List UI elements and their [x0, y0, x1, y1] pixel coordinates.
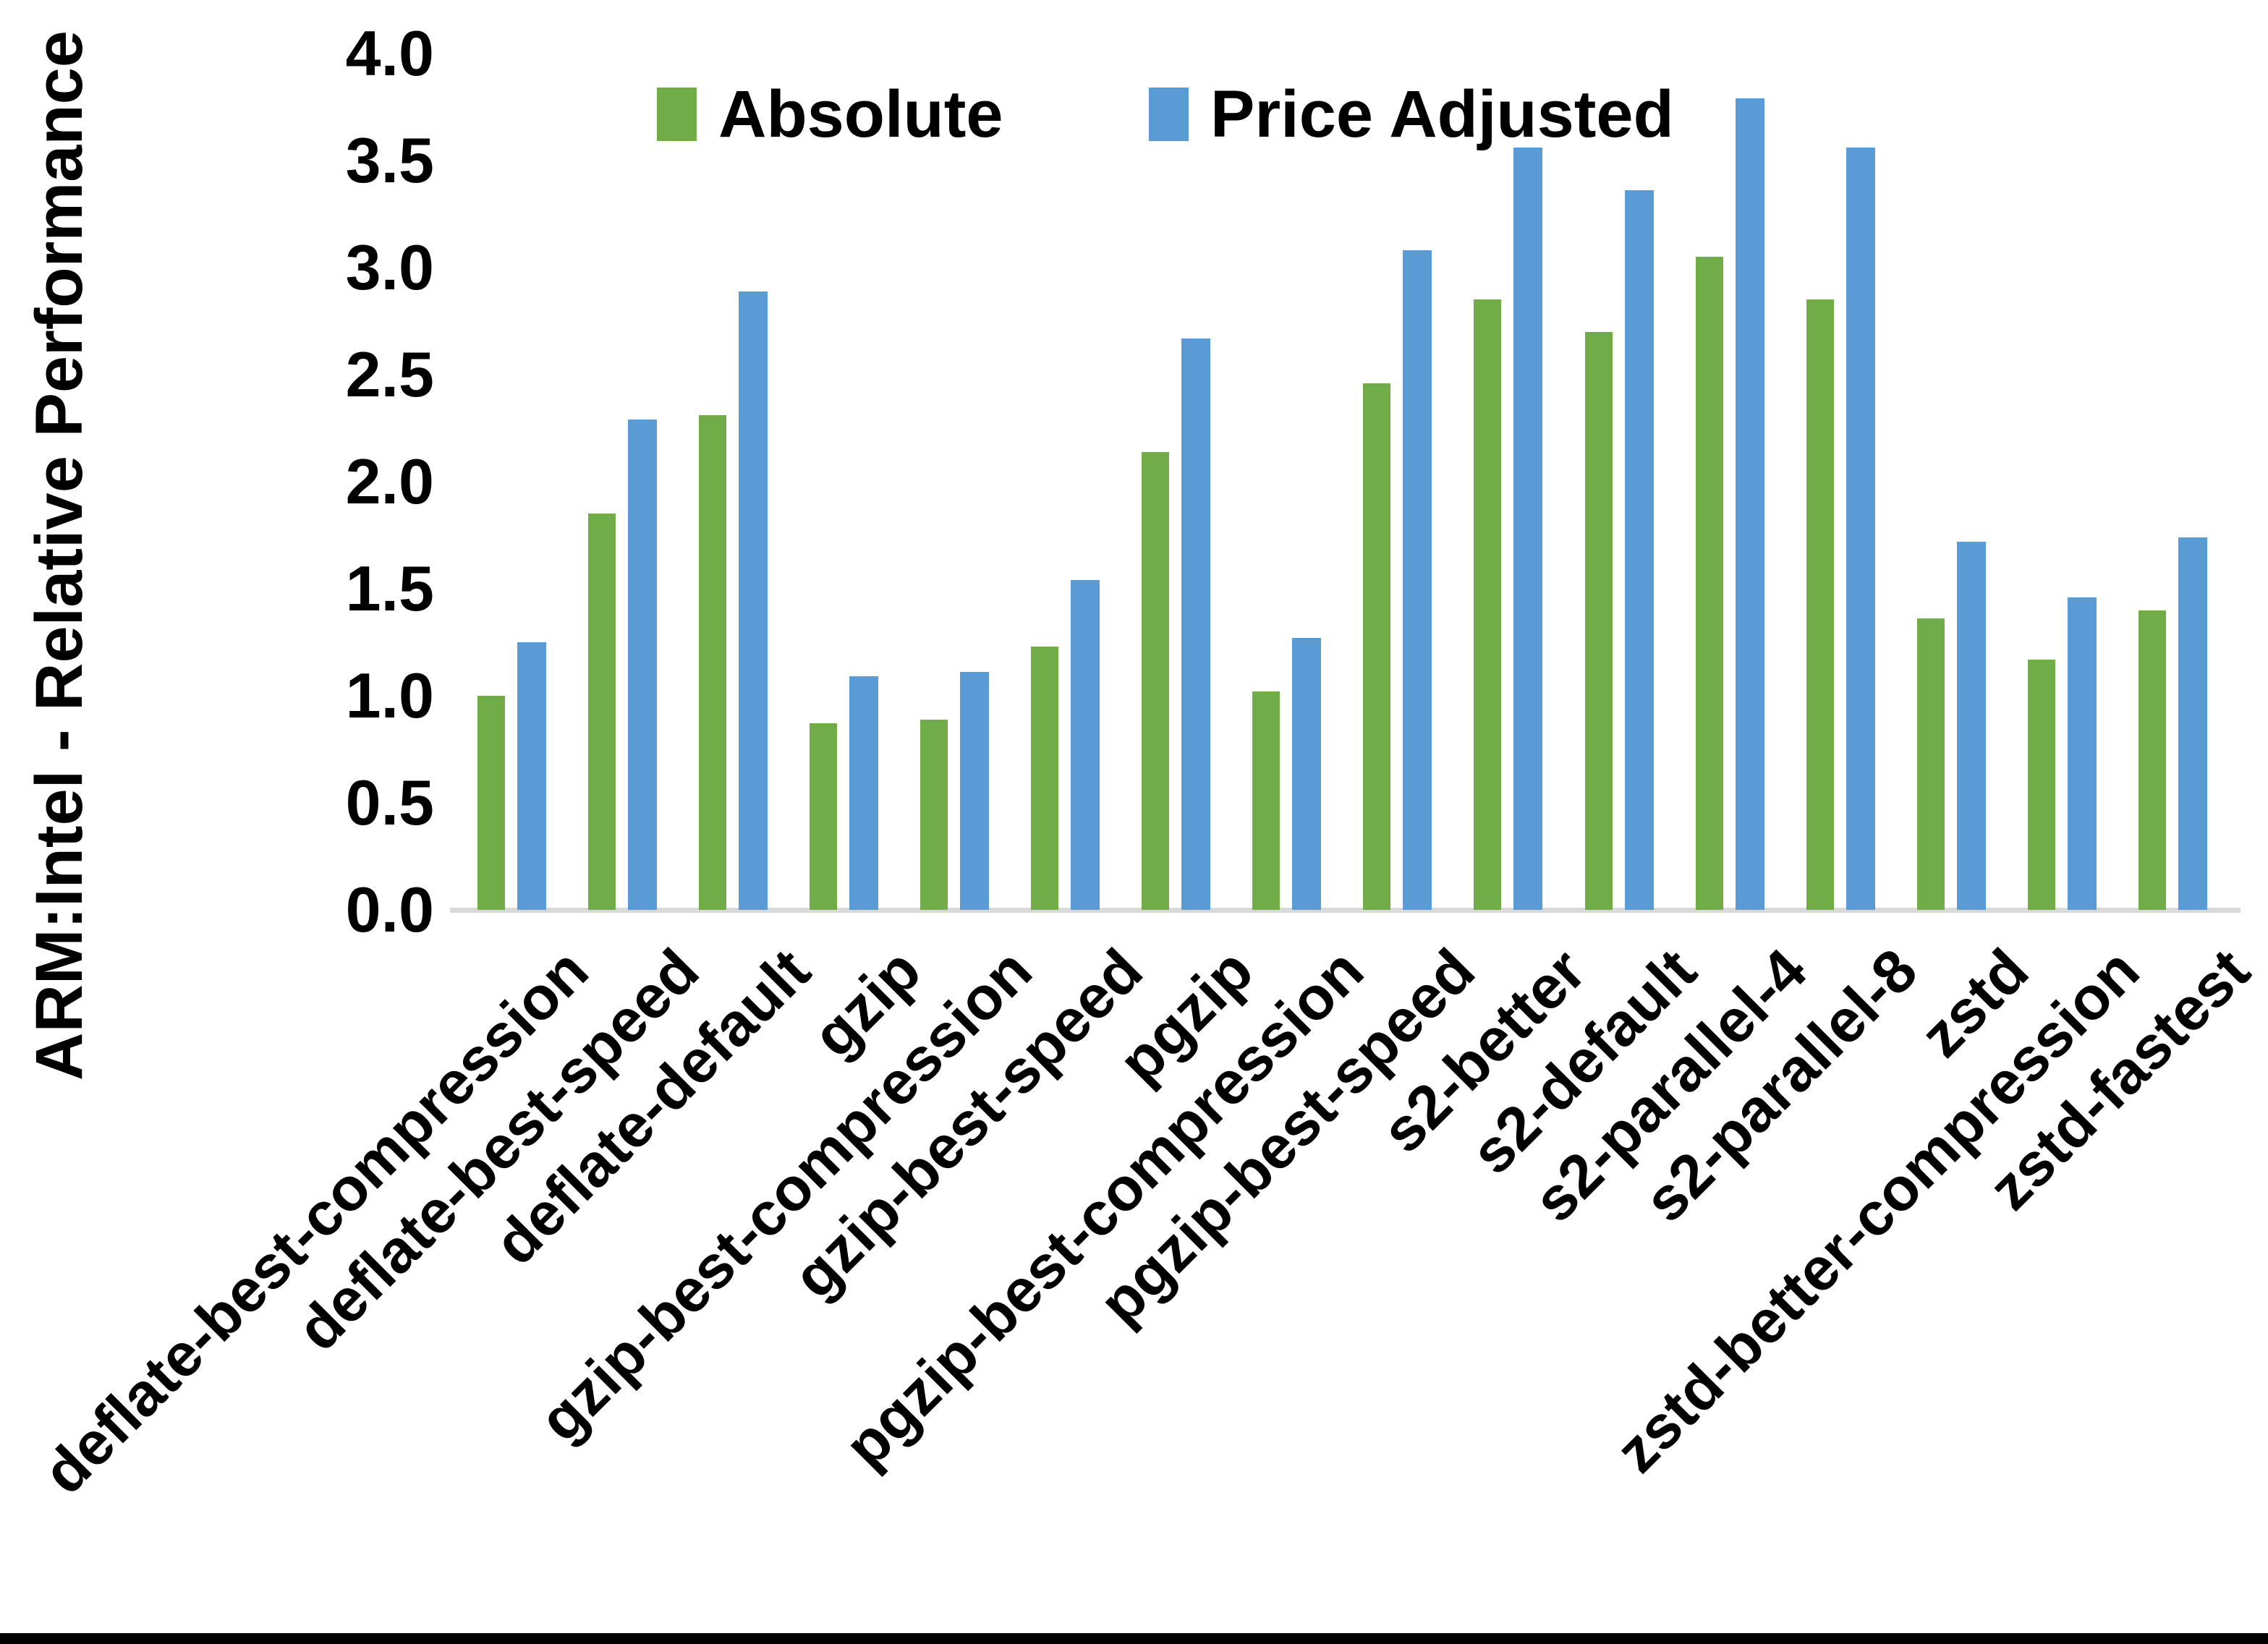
bar-absolute-deflate-best-speed — [588, 514, 616, 910]
bar-absolute-gzip-best-compression — [920, 720, 948, 910]
bar-price-adjusted-pgzip-best-speed — [1403, 250, 1432, 910]
y-tick-label-2.5: 2.5 — [345, 338, 434, 410]
y-tick-label-4.0: 4.0 — [345, 17, 434, 89]
bar-price-adjusted-pgzip — [1181, 338, 1210, 910]
legend-swatch-icon — [657, 88, 697, 141]
bar-absolute-gzip — [810, 723, 837, 910]
bar-price-adjusted-zstd — [1957, 542, 1986, 910]
bar-absolute-zstd — [1917, 618, 1945, 910]
bar-price-adjusted-deflate-default — [739, 291, 768, 910]
bar-price-adjusted-gzip-best-compression — [960, 672, 989, 910]
y-tick-label-2.0: 2.0 — [345, 446, 434, 517]
legend-item-price-adjusted: Price Adjusted — [1149, 81, 1674, 148]
y-axis-title: ARM:Intel - Relative Performance — [22, 30, 96, 1081]
legend-label: Price Adjusted — [1210, 77, 1674, 151]
bar-absolute-s2-default — [1585, 332, 1613, 910]
y-tick-label-3.0: 3.0 — [345, 231, 434, 303]
bar-price-adjusted-deflate-best-compression — [517, 642, 546, 910]
bar-absolute-s2-better — [1474, 299, 1501, 910]
bar-price-adjusted-s2-parallel-8 — [1846, 148, 1875, 910]
bar-absolute-deflate-best-compression — [477, 696, 505, 910]
bar-absolute-s2-parallel-4 — [1696, 257, 1723, 910]
bar-price-adjusted-deflate-best-speed — [628, 419, 657, 910]
bar-absolute-zstd-fastest — [2139, 610, 2166, 910]
y-tick-label-1.5: 1.5 — [345, 553, 434, 624]
legend-item-absolute: Absolute — [657, 81, 1003, 148]
y-tick-label-3.5: 3.5 — [345, 124, 434, 196]
bar-price-adjusted-s2-parallel-4 — [1736, 98, 1764, 910]
bar-absolute-pgzip-best-compression — [1252, 691, 1280, 910]
y-tick-label-0.0: 0.0 — [345, 874, 434, 945]
bar-absolute-s2-parallel-8 — [1806, 299, 1834, 910]
bar-price-adjusted-pgzip-best-compression — [1292, 638, 1321, 910]
y-tick-label-1.0: 1.0 — [345, 660, 434, 731]
bar-price-adjusted-gzip — [849, 676, 878, 910]
bar-absolute-gzip-best-speed — [1031, 647, 1058, 910]
legend-label: Absolute — [718, 77, 1003, 151]
bar-absolute-pgzip-best-speed — [1363, 383, 1390, 910]
y-tick-label-0.5: 0.5 — [345, 767, 434, 838]
bar-price-adjusted-zstd-better-compression — [2068, 597, 2097, 910]
bar-absolute-zstd-better-compression — [2028, 660, 2055, 910]
bottom-border — [0, 1633, 2268, 1644]
bar-price-adjusted-s2-default — [1625, 190, 1654, 910]
x-axis-line — [450, 908, 2241, 913]
bar-absolute-pgzip — [1142, 452, 1169, 910]
bar-absolute-deflate-default — [699, 415, 726, 910]
bar-price-adjusted-zstd-fastest — [2178, 537, 2207, 910]
legend-swatch-icon — [1149, 88, 1189, 141]
bar-price-adjusted-s2-better — [1513, 148, 1542, 910]
bar-price-adjusted-gzip-best-speed — [1071, 580, 1100, 910]
